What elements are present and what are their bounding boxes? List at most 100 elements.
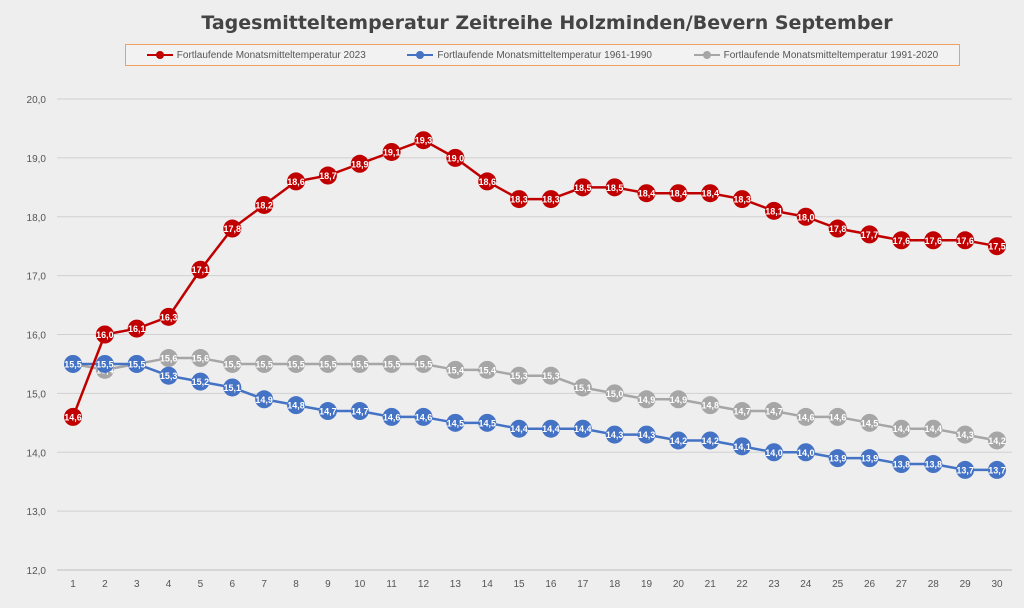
series-1961-1990-point bbox=[796, 443, 815, 462]
series-1961-1990-data-label: 15,2 bbox=[192, 377, 210, 387]
x-tick-label: 3 bbox=[134, 579, 140, 590]
series-1991-2020-data-label: 14,7 bbox=[733, 407, 751, 417]
legend-label-2023: Fortlaufende Monatsmitteltemperatur 2023 bbox=[176, 49, 366, 61]
series-2023-data-label: 16,1 bbox=[128, 324, 146, 334]
series-1991-2020-data-label: 15,0 bbox=[606, 389, 624, 399]
series-2023-data-label: 18,7 bbox=[319, 171, 337, 181]
series-1961-1990-data-label: 14,5 bbox=[478, 418, 496, 428]
series-1991-2020-data-label: 15,6 bbox=[160, 354, 178, 364]
series-1991-2020-data-label: 15,4 bbox=[447, 365, 465, 375]
series-1961-1990-data-label: 13,7 bbox=[988, 465, 1006, 475]
series-1991-2020-data-label: 14,5 bbox=[861, 418, 879, 428]
x-tick-label: 4 bbox=[166, 579, 172, 590]
series-1991-2020-point bbox=[669, 390, 688, 409]
x-tick-label: 12 bbox=[418, 579, 430, 590]
series-1991-2020-point bbox=[446, 360, 465, 379]
series-1961-1990-point bbox=[669, 431, 688, 450]
series-2023-point bbox=[956, 231, 975, 250]
series-1961-1990-data-label: 14,0 bbox=[797, 448, 815, 458]
series-1961-1990-point bbox=[382, 407, 401, 426]
series-2023-data-label: 18,3 bbox=[733, 195, 751, 205]
series-1991-2020-data-label: 15,5 bbox=[351, 359, 369, 369]
series-2023-point bbox=[446, 148, 465, 167]
legend-swatch-1961-1990 bbox=[407, 50, 434, 60]
series-1991-2020-data-label: 15,5 bbox=[287, 359, 305, 369]
series-2023-point bbox=[127, 319, 146, 338]
y-tick-label: 20,0 bbox=[27, 95, 47, 106]
x-tick-label: 19 bbox=[641, 579, 653, 590]
y-tick-label: 13,0 bbox=[27, 507, 47, 518]
legend-swatch-1991-2020 bbox=[693, 50, 720, 60]
series-2023-point bbox=[318, 166, 337, 185]
series-2023-point bbox=[64, 407, 82, 426]
series-1961-1990-data-label: 14,6 bbox=[383, 412, 401, 422]
series-1991-2020-point bbox=[637, 390, 656, 409]
series-2023-point bbox=[796, 207, 815, 226]
series-1961-1990-data-label: 15,3 bbox=[160, 371, 178, 381]
y-tick-label: 17,0 bbox=[27, 272, 47, 283]
series-1961-1990-data-label: 15,1 bbox=[224, 383, 242, 393]
series-2023-point bbox=[828, 219, 847, 238]
y-tick-label: 12,0 bbox=[27, 566, 47, 577]
x-tick-label: 9 bbox=[325, 579, 331, 590]
series-1961-1990-point bbox=[191, 372, 210, 391]
series-2023-data-label: 17,6 bbox=[893, 236, 911, 246]
series-2023-data-label: 18,2 bbox=[255, 200, 273, 210]
series-1961-1990-data-label: 14,2 bbox=[701, 436, 719, 446]
series-1991-2020-point bbox=[350, 354, 369, 373]
x-tick-label: 2 bbox=[102, 579, 108, 590]
series-1991-2020-point bbox=[605, 384, 624, 403]
legend-item-2023: Fortlaufende Monatsmitteltemperatur 2023 bbox=[146, 49, 366, 61]
series-1991-2020-data-label: 15,3 bbox=[542, 371, 560, 381]
x-tick-label: 25 bbox=[832, 579, 844, 590]
series-1991-2020-data-label: 14,3 bbox=[956, 430, 974, 440]
series-2023-point bbox=[478, 172, 497, 191]
series-1991-2020-data-label: 14,4 bbox=[925, 424, 943, 434]
series-1961-1990-point bbox=[318, 402, 337, 421]
x-tick-label: 22 bbox=[737, 579, 749, 590]
series-2023-data-label: 19,3 bbox=[415, 136, 433, 146]
series-2023-point bbox=[287, 172, 306, 191]
series-2023-point bbox=[255, 195, 274, 214]
legend-label-1991-2020: Fortlaufende Monatsmitteltemperatur 1991… bbox=[723, 49, 939, 61]
series-2023-data-label: 18,4 bbox=[670, 189, 688, 199]
series-1961-1990-data-label: 13,9 bbox=[861, 454, 879, 464]
series-2023-data-label: 18,5 bbox=[574, 183, 592, 193]
x-tick-label: 24 bbox=[800, 579, 812, 590]
x-tick-label: 29 bbox=[960, 579, 972, 590]
series-1961-1990-data-label: 15,5 bbox=[128, 359, 146, 369]
series-2023-point bbox=[637, 184, 656, 203]
series-2023-data-label: 19,1 bbox=[383, 147, 401, 157]
series-1961-1990-data-label: 14,0 bbox=[765, 448, 783, 458]
chart-legend: Fortlaufende Monatsmitteltemperatur 2023… bbox=[125, 44, 960, 66]
series-2023-point bbox=[541, 190, 560, 209]
series-2023-data-label: 18,1 bbox=[765, 206, 783, 216]
series-1991-2020-data-label: 14,6 bbox=[829, 412, 847, 422]
x-tick-label: 14 bbox=[482, 579, 494, 590]
series-1961-1990-data-label: 13,7 bbox=[956, 465, 974, 475]
series-1991-2020-data-label: 14,2 bbox=[988, 436, 1006, 446]
series-1991-2020-data-label: 15,5 bbox=[415, 359, 433, 369]
series-2023-point bbox=[159, 307, 178, 326]
series-2023-data-label: 17,7 bbox=[861, 230, 879, 240]
series-1991-2020-point bbox=[318, 354, 337, 373]
series-1961-1990-data-label: 14,3 bbox=[638, 430, 656, 440]
series-1991-2020-point bbox=[988, 431, 1006, 450]
series-2023-data-label: 16,3 bbox=[160, 312, 178, 322]
series-1991-2020-point bbox=[701, 396, 720, 415]
y-tick-label: 15,0 bbox=[27, 389, 47, 400]
x-tick-label: 10 bbox=[354, 579, 366, 590]
series-1961-1990-data-label: 14,6 bbox=[415, 412, 433, 422]
series-2023-data-label: 18,4 bbox=[638, 189, 656, 199]
series-1961-1990-point bbox=[478, 413, 497, 432]
series-2023-data-label: 14,6 bbox=[64, 412, 82, 422]
series-1991-2020-data-label: 15,3 bbox=[510, 371, 528, 381]
series-2023-point bbox=[733, 190, 752, 209]
y-tick-label: 18,0 bbox=[27, 213, 47, 224]
x-tick-label: 1 bbox=[70, 579, 76, 590]
series-2023-data-label: 18,3 bbox=[510, 195, 528, 205]
series-1991-2020-point bbox=[892, 419, 911, 438]
series-1961-1990-data-label: 14,2 bbox=[670, 436, 688, 446]
series-2023-data-label: 17,8 bbox=[224, 224, 242, 234]
